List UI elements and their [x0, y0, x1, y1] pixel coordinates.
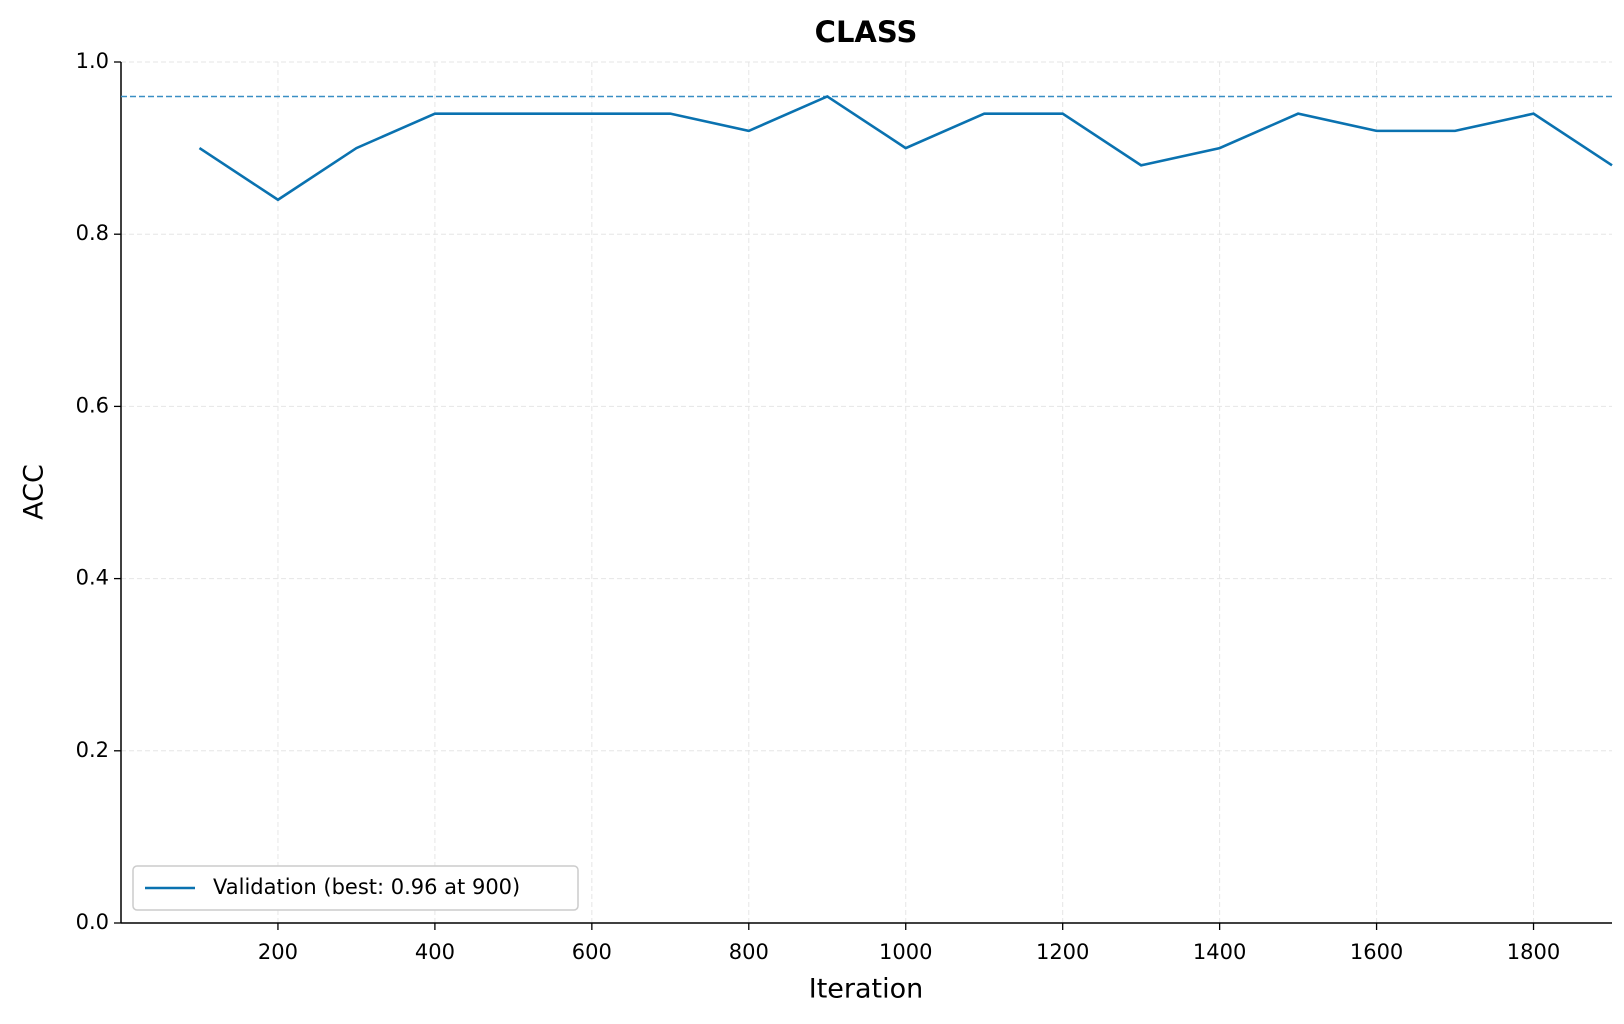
- x-axis-label: Iteration: [809, 974, 924, 1005]
- y-tick-label: 0.4: [76, 566, 109, 590]
- x-tick-label: 1400: [1193, 940, 1246, 964]
- x-tick-label: 200: [258, 940, 298, 964]
- legend: Validation (best: 0.96 at 900): [132, 865, 579, 911]
- x-tick-label: 800: [729, 940, 769, 964]
- y-tick-label: 0.0: [76, 910, 109, 934]
- y-tick-label: 1.0: [76, 49, 109, 73]
- chart-title: CLASS: [815, 15, 918, 49]
- legend-label: Validation (best: 0.96 at 900): [213, 875, 520, 899]
- data-line: [198, 94, 1613, 202]
- y-axis-label: ACC: [19, 464, 50, 520]
- x-tick-label: 1000: [879, 940, 932, 964]
- y-tick-label: 0.6: [76, 393, 109, 417]
- x-tick-label: 1200: [1036, 940, 1089, 964]
- y-tick-label: 0.8: [76, 221, 109, 245]
- x-tick-label: 600: [572, 940, 612, 964]
- x-tick-label: 400: [415, 940, 455, 964]
- y-tick-label: 0.2: [76, 738, 109, 762]
- legend-box: [132, 865, 579, 911]
- x-tick-label: 1800: [1507, 940, 1560, 964]
- x-tick-label: 1600: [1350, 940, 1403, 964]
